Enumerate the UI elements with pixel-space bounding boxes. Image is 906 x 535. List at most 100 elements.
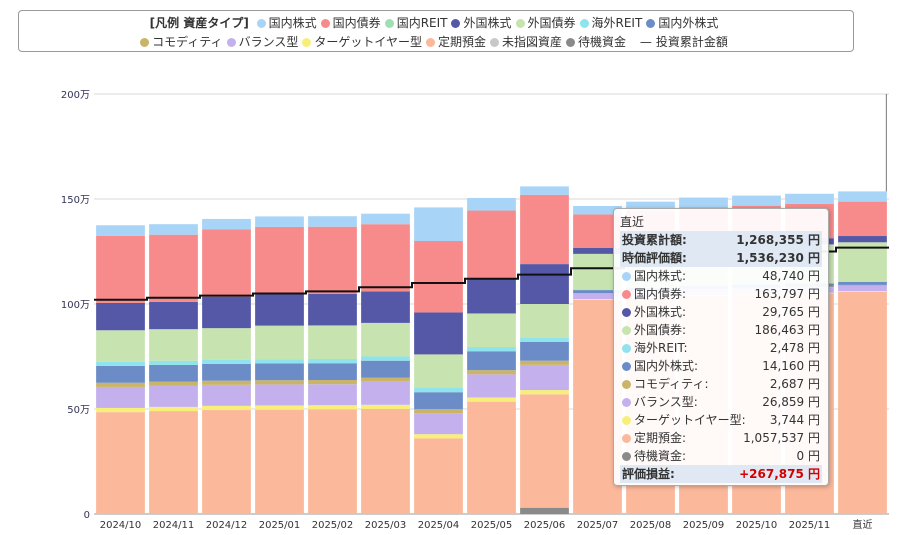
bar-segment[interactable] [520, 264, 569, 304]
bar-segment[interactable] [202, 328, 251, 360]
bar-segment[interactable] [308, 409, 357, 514]
legend-item[interactable]: 国内株式 [256, 14, 317, 33]
legend-item-investment-line[interactable]: — 投資累計金額 [634, 33, 728, 52]
bar-segment[interactable] [361, 224, 410, 292]
bar-segment[interactable] [202, 229, 251, 297]
bar-segment[interactable] [96, 302, 145, 331]
legend-item[interactable]: バランス型 [226, 33, 298, 52]
bar-segment[interactable] [308, 359, 357, 364]
bar-segment[interactable] [414, 392, 463, 409]
bar-segment[interactable] [361, 291, 410, 323]
bar-segment[interactable] [308, 405, 357, 410]
bar-segment[interactable] [838, 281, 887, 282]
bar-segment[interactable] [520, 390, 569, 395]
bar-segment[interactable] [520, 507, 569, 514]
bar-segment[interactable] [838, 201, 887, 237]
bar-segment[interactable] [308, 226, 357, 294]
bar-segment[interactable] [626, 201, 675, 211]
bar-segment[interactable] [467, 397, 516, 402]
bar-segment[interactable] [838, 291, 887, 292]
bar-segment[interactable] [149, 406, 198, 412]
bar-segment[interactable] [308, 325, 357, 360]
bar-segment[interactable] [308, 384, 357, 406]
bar-segment[interactable] [96, 330, 145, 362]
legend-item[interactable]: 外国債券 [515, 14, 576, 33]
bar-segment[interactable] [361, 404, 410, 409]
bar-segment[interactable] [202, 380, 251, 385]
bar-segment[interactable] [255, 325, 304, 360]
bar-segment[interactable] [838, 281, 887, 285]
bar-segment[interactable] [96, 365, 145, 383]
bar-segment[interactable] [573, 205, 622, 215]
bar-segment[interactable] [838, 242, 887, 282]
bar-segment[interactable] [96, 235, 145, 303]
legend-item[interactable]: ターゲットイヤー型 [302, 33, 422, 52]
bar-segment[interactable] [414, 354, 463, 388]
bar-segment[interactable] [467, 210, 516, 278]
bar-segment[interactable] [361, 377, 410, 382]
bar-segment[interactable] [838, 191, 887, 202]
bar-segment[interactable] [414, 438, 463, 514]
bar-segment[interactable] [255, 384, 304, 406]
legend-item[interactable]: 国内REIT [384, 14, 447, 33]
bar-segment[interactable] [255, 216, 304, 227]
bar-segment[interactable] [414, 413, 463, 435]
bar-segment[interactable] [361, 409, 410, 514]
bar-segment[interactable] [96, 225, 145, 236]
bar-segment[interactable] [573, 289, 622, 291]
bar-segment[interactable] [414, 207, 463, 241]
bar-segment[interactable] [361, 213, 410, 225]
bar-segment[interactable] [149, 411, 198, 514]
legend-item[interactable]: 定期預金 [425, 33, 486, 52]
legend-item[interactable]: 待機資金 [566, 33, 626, 52]
bar-segment[interactable] [255, 409, 304, 514]
legend-item[interactable]: 未指図資産 [490, 33, 562, 52]
bar-segment[interactable] [520, 394, 569, 508]
bar-segment[interactable] [573, 293, 622, 300]
legend-item[interactable]: 国内債券 [320, 14, 381, 33]
bar-segment[interactable] [361, 322, 410, 357]
bar-segment[interactable] [255, 359, 304, 364]
bar-segment[interactable] [96, 361, 145, 366]
legend-item[interactable]: 外国株式 [451, 14, 512, 33]
legend-item[interactable]: 海外REIT [579, 14, 642, 33]
bar-segment[interactable] [414, 241, 463, 313]
bar-segment[interactable] [573, 299, 622, 300]
bar-segment[interactable] [202, 218, 251, 230]
bar-segment[interactable] [573, 290, 622, 294]
bar-segment[interactable] [838, 284, 887, 286]
bar-segment[interactable] [732, 195, 781, 206]
bar-segment[interactable] [255, 380, 304, 385]
bar-segment[interactable] [414, 409, 463, 414]
bar-segment[interactable] [467, 401, 516, 514]
bar-segment[interactable] [149, 364, 198, 382]
bar-segment[interactable] [520, 360, 569, 365]
bar-segment[interactable] [361, 381, 410, 405]
bar-segment[interactable] [520, 186, 569, 195]
bar-segment[interactable] [467, 351, 516, 371]
bar-segment[interactable] [149, 385, 198, 407]
bar-segment[interactable] [308, 380, 357, 385]
bar-segment[interactable] [149, 360, 198, 365]
bar-segment[interactable] [308, 363, 357, 381]
bar-segment[interactable] [149, 301, 198, 330]
bar-segment[interactable] [202, 296, 251, 329]
bar-segment[interactable] [467, 313, 516, 348]
bar-segment[interactable] [520, 304, 569, 338]
bar-segment[interactable] [838, 291, 887, 514]
bar-segment[interactable] [467, 277, 516, 314]
bar-segment[interactable] [467, 374, 516, 398]
legend-item[interactable]: コモディティ [140, 33, 223, 52]
bar-segment[interactable] [149, 381, 198, 386]
bar-segment[interactable] [149, 234, 198, 302]
bar-segment[interactable] [255, 363, 304, 381]
bar-segment[interactable] [255, 294, 304, 326]
bar-segment[interactable] [838, 236, 887, 243]
bar-segment[interactable] [467, 347, 516, 352]
bar-segment[interactable] [520, 364, 569, 391]
bar-segment[interactable] [573, 247, 622, 254]
bar-segment[interactable] [202, 359, 251, 364]
bar-segment[interactable] [149, 224, 198, 235]
bar-segment[interactable] [467, 370, 516, 375]
bar-segment[interactable] [96, 412, 145, 514]
